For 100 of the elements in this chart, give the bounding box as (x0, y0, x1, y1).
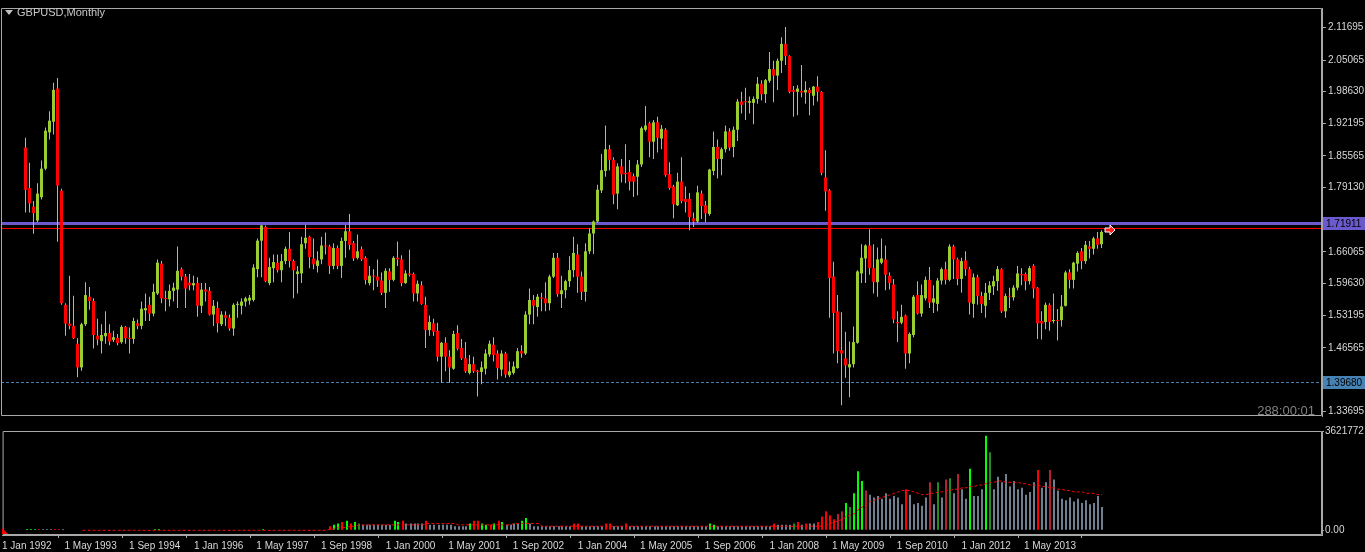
bar (893, 496, 895, 530)
x-tick-label: 1 May 1993 (64, 539, 118, 551)
x-tick-label: 1 May 2009 (831, 539, 885, 551)
candlestick (164, 290, 167, 312)
bar (857, 471, 859, 530)
x-tick-label: 1 Jan 2008 (769, 539, 820, 551)
bar (713, 524, 715, 530)
bar (1077, 498, 1079, 530)
bar (1069, 497, 1071, 530)
x-tick-label: 1 Jan 1996 (193, 539, 244, 551)
bar (849, 507, 851, 530)
x-tick-label: 1 Jan 2000 (385, 539, 436, 551)
bar (533, 526, 535, 530)
bar (1097, 496, 1099, 530)
x-tick-label: 1 Sep 2002 (512, 539, 565, 551)
bar (965, 498, 967, 530)
bar (1057, 490, 1059, 530)
bar (985, 435, 987, 530)
y-tick-label: 1.85565 (1328, 149, 1365, 161)
bar (465, 526, 467, 530)
bar (861, 480, 863, 530)
bar (889, 498, 891, 530)
candlestick (372, 269, 375, 291)
candlestick (748, 96, 751, 114)
y-tick-label: 1.98630 (1328, 85, 1365, 97)
candlestick (840, 312, 843, 406)
bar (1001, 482, 1003, 530)
bar (1017, 489, 1019, 530)
candlestick (236, 301, 239, 318)
bar (901, 504, 903, 530)
bar (354, 522, 356, 530)
bar (462, 526, 464, 530)
candlestick (1008, 287, 1011, 309)
bar (981, 489, 983, 530)
bar (945, 479, 947, 530)
bar (929, 482, 931, 530)
bar (633, 526, 635, 530)
bar (977, 496, 979, 530)
bar (997, 476, 999, 530)
bar (1049, 470, 1051, 530)
x-tick-label: 1 Jan 2012 (961, 539, 1012, 551)
bar (1041, 487, 1043, 530)
x-tick-label: 1 Sep 1994 (129, 539, 181, 551)
bar (937, 482, 939, 530)
bar (1025, 494, 1027, 530)
bar (1065, 500, 1067, 530)
x-tick-label: 1 May 2001 (448, 539, 501, 551)
candlestick (128, 327, 131, 354)
annotation: 288:00:01 (1257, 403, 1315, 418)
x-tick-label: 1 Sep 2010 (896, 539, 949, 551)
bar (877, 496, 879, 530)
bar (973, 496, 975, 530)
y-tick-label: 1.53195 (1328, 308, 1365, 320)
bar (1073, 501, 1075, 530)
bar (917, 502, 919, 530)
y-tick-label: 1.92195 (1328, 117, 1365, 129)
bar (693, 526, 695, 530)
bar (921, 505, 923, 530)
bar (1101, 507, 1103, 530)
chart-title: GBPUSD,Monthly (17, 6, 106, 19)
bar (1053, 479, 1055, 530)
bar (442, 524, 444, 530)
bar (1045, 482, 1047, 530)
y-tick-label: 2.11695 (1328, 21, 1364, 33)
bar (841, 511, 843, 530)
x-tick-label: 1 May 2005 (640, 539, 693, 551)
bar (410, 523, 412, 530)
bar (957, 474, 959, 530)
bar (593, 526, 595, 530)
bar (1021, 487, 1023, 530)
bar (897, 497, 899, 530)
bar (933, 504, 935, 530)
bar (513, 523, 515, 530)
y-tick-label: 1.66065 (1328, 245, 1365, 257)
bar (1029, 491, 1031, 530)
candlestick (1052, 293, 1055, 324)
bar (949, 478, 951, 530)
bar (865, 490, 867, 530)
y-tick-label: 1.59630 (1328, 277, 1365, 289)
bar (438, 524, 440, 530)
x-tick-label: 1 Jan 1992 (2, 539, 52, 551)
bar (989, 452, 991, 530)
bar (1033, 482, 1035, 530)
bar (881, 498, 883, 530)
bar (909, 494, 911, 530)
bar (793, 523, 795, 530)
x-tick-label: 1 Jan 2004 (577, 539, 628, 551)
bar (953, 493, 955, 530)
bar (525, 518, 527, 530)
x-tick-label: 1 May 1997 (256, 539, 310, 551)
candlestick (324, 232, 327, 255)
bar (421, 523, 423, 530)
bar (1089, 504, 1091, 530)
bar (993, 489, 995, 530)
bar (510, 524, 512, 530)
x-tick-label: 1 Sep 1998 (320, 539, 373, 551)
bar (873, 497, 875, 530)
y-tick-label: 0.00 (1325, 524, 1345, 536)
bar (433, 524, 435, 530)
y-tick-label: 2.05065 (1328, 53, 1365, 65)
